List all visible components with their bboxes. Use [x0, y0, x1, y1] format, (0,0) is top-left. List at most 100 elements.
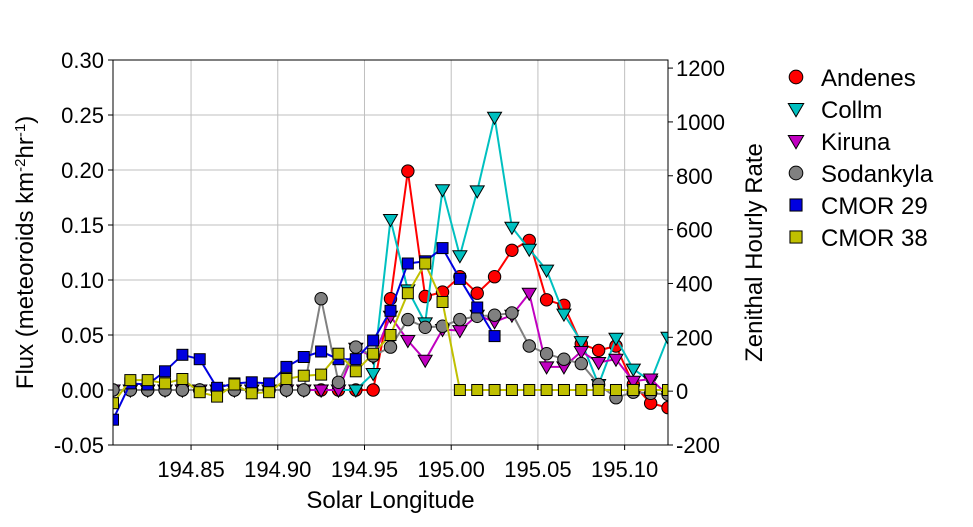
data-point: [453, 312, 467, 327]
data-point: [471, 384, 484, 396]
data-point: [228, 378, 241, 391]
data-point: [575, 384, 588, 396]
data-point: [331, 375, 346, 389]
data-point: [522, 339, 536, 353]
data-point: [486, 111, 503, 126]
legend-label: Collm: [821, 97, 882, 124]
legend-label: CMOR 38: [821, 225, 928, 252]
data-point: [487, 270, 502, 284]
data-point: [608, 353, 624, 368]
data-point: [488, 330, 501, 343]
data-point: [347, 384, 364, 398]
data-point: [573, 346, 590, 360]
data-point: [540, 384, 553, 396]
data-point: [332, 347, 345, 360]
data-point: [365, 368, 382, 382]
data-point: [418, 320, 432, 334]
data-point: [538, 264, 555, 279]
legend: Andenes Collm Kiruna Sodankyla CMOR 29 CMOR 3…: [787, 65, 934, 252]
y-right-tick-label: -200: [676, 433, 720, 458]
data-point: [609, 384, 622, 396]
y-left-tick-label: 0.20: [61, 158, 104, 183]
y-axis-left-title-sup1: -2: [12, 158, 29, 171]
legend-marker: [788, 69, 804, 85]
series-cmor-29: [113, 242, 501, 426]
data-point: [521, 287, 538, 302]
data-point: [297, 383, 311, 397]
data-point: [625, 375, 642, 390]
data-point: [193, 353, 206, 366]
data-point: [505, 306, 519, 320]
data-point: [175, 383, 190, 397]
data-point: [573, 336, 590, 350]
data-point: [159, 365, 172, 378]
data-point: [436, 296, 449, 308]
data-point: [315, 368, 328, 381]
data-point: [574, 356, 588, 371]
data-point: [523, 384, 536, 396]
series-layer: [113, 111, 668, 426]
y-axis-left-title-part1: Flux (meteoroids km: [12, 172, 39, 389]
y-right-tick-label: 800: [676, 164, 713, 189]
x-tick-label: 194.95: [331, 457, 398, 482]
data-point: [505, 243, 519, 258]
data-point: [435, 319, 450, 333]
y-right-tick-label: 0: [676, 379, 688, 404]
data-point: [452, 250, 468, 264]
data-point: [313, 384, 329, 398]
x-tick-label: 194.90: [244, 457, 311, 482]
data-point: [384, 304, 397, 317]
legend-marker: [788, 165, 804, 181]
data-point: [314, 292, 328, 306]
data-point: [662, 384, 668, 396]
data-point: [608, 332, 624, 347]
data-point: [505, 384, 518, 396]
data-point: [401, 257, 414, 270]
data-point: [297, 369, 310, 382]
y-left-tick-label: 0.10: [61, 268, 104, 293]
data-point: [401, 164, 415, 178]
x-axis-title: Solar Longitude: [306, 487, 474, 514]
data-point: [504, 221, 520, 236]
series-cmor-38: [113, 257, 668, 410]
data-point: [470, 286, 484, 300]
legend-marker: [787, 135, 805, 150]
legend-marker: [789, 198, 803, 212]
data-point: [279, 383, 294, 397]
data-point: [113, 397, 119, 410]
x-tick-label: 195.10: [591, 457, 658, 482]
data-point: [113, 413, 119, 426]
y-axis-right-title: Zenithal Hourly Rate: [741, 143, 768, 362]
y-right-tick-label: 600: [676, 218, 713, 243]
data-point: [315, 345, 328, 358]
data-point: [471, 301, 484, 314]
data-point: [176, 373, 189, 385]
data-point: [245, 387, 258, 400]
data-point: [539, 293, 554, 307]
x-tick-label: 195.00: [418, 457, 485, 482]
y-axis-left-title-sup2: -1: [12, 124, 29, 137]
y-axis-left-title-part2: hr: [12, 137, 39, 158]
y-left-tick-label: 0.00: [61, 378, 104, 403]
legend-marker: [787, 103, 805, 118]
y-right-tick-label: 200: [676, 325, 713, 350]
data-point: [487, 308, 502, 322]
data-point: [193, 386, 206, 399]
legend-marker: [789, 230, 803, 244]
data-point: [644, 384, 657, 396]
data-point: [349, 353, 362, 366]
data-point: [383, 340, 398, 354]
data-point: [384, 329, 397, 341]
y-right-tick-label: 1200: [676, 56, 725, 81]
data-point: [263, 386, 276, 399]
data-point: [556, 308, 572, 323]
legend-label: Sodankyla: [821, 161, 934, 188]
data-point: [538, 361, 555, 375]
legend-label: CMOR 29: [821, 193, 928, 220]
data-point: [660, 331, 668, 346]
data-point: [159, 377, 172, 390]
y-axis-left-title: Flux (meteoroids km-2hr-1): [12, 116, 40, 389]
y-left-tick-label: 0.25: [61, 103, 104, 128]
data-point: [141, 374, 154, 387]
